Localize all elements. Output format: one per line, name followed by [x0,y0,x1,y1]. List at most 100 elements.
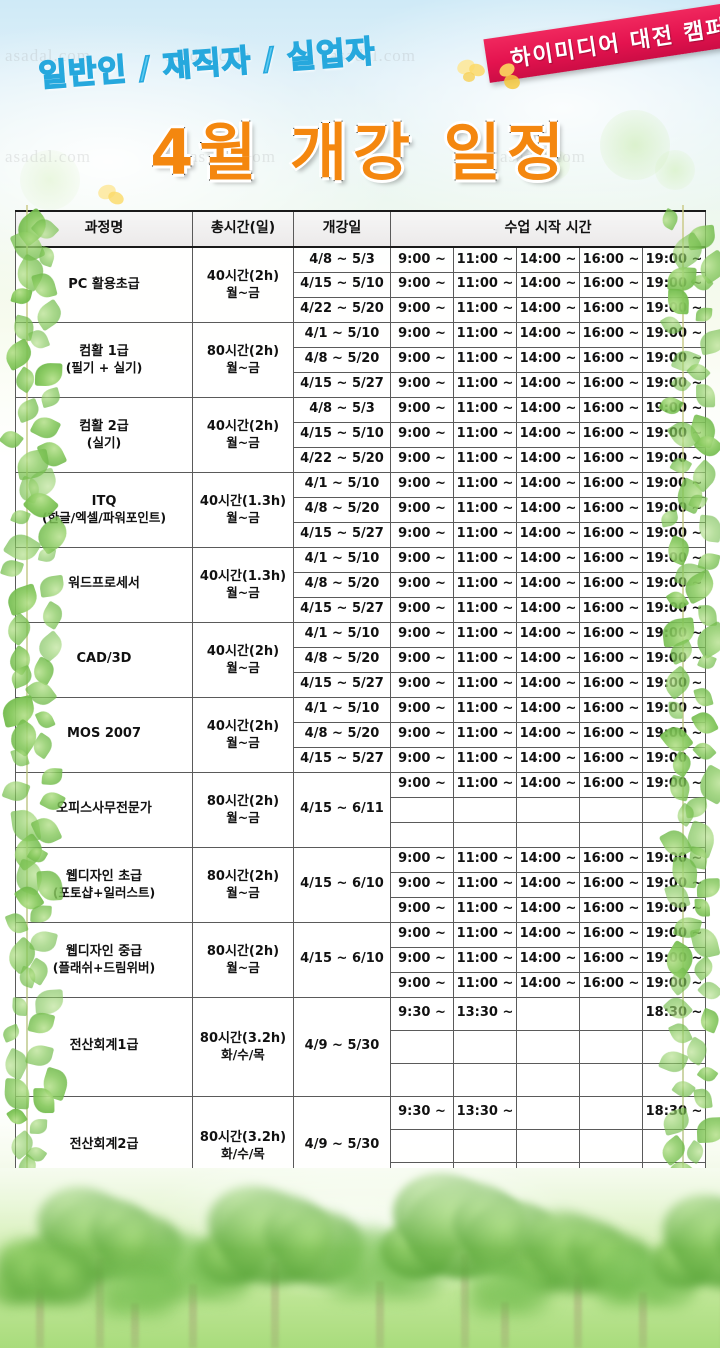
class-time-cell: 14:00 ~ [516,746,580,773]
class-time-cell: 9:00 ~ [390,921,454,948]
class-time-cell: 13:30 ~ [453,996,517,1031]
course-name-subtitle: (필기 + 실기) [65,359,143,375]
class-time-cell: 16:00 ~ [579,721,643,748]
table-row: MOS 2007 40시간(2h) 월~금 4/1 ~ 5/10 9:00 ~11:00… [15,696,707,773]
table-row: 오피스사무전문가 80시간(2h) 월~금 4/15 ~ 6/11 9:00 ~11:0… [15,771,707,848]
class-time-cell: 11:00 ~ [453,296,517,323]
class-time-cell-empty [641,796,707,823]
class-time-cell: 19:00 ~ [641,371,707,398]
table-row: 컴활 2급 (실기) 40시간(2h) 월~금 4/8 ~ 5/3 9:00 ~11:00… [15,396,707,473]
total-hours-cell: 40시간(1.3h) 월~금 [192,546,294,623]
class-time-cell: 11:00 ~ [453,421,517,448]
class-time-cell: 14:00 ~ [516,646,580,673]
course-name-cell: PC 활용초급 [15,246,193,323]
total-hours-cell: 80시간(2h) 월~금 [192,921,294,998]
class-time-cell-empty [516,1128,580,1163]
total-hours-cell: 40시간(1.3h) 월~금 [192,471,294,548]
start-date-cell: 4/1 ~ 5/10 [293,321,391,348]
class-time-cell: 19:00 ~ [641,671,707,698]
start-date-cell: 4/15 ~ 5/10 [293,271,391,298]
class-time-cell: 13:30 ~ [453,1095,517,1130]
class-time-cell-empty [579,796,643,823]
start-date-cell: 4/8 ~ 5/20 [293,346,391,373]
course-name-cell: CAD/3D [15,621,193,698]
class-time-cell: 9:00 ~ [390,746,454,773]
total-hours-cell: 40시간(2h) 월~금 [192,621,294,698]
class-time-cell: 14:00 ~ [516,321,580,348]
class-time-cell: 14:00 ~ [516,871,580,898]
class-time-cell: 14:00 ~ [516,521,580,548]
class-days: 화/수/목 [221,1145,265,1161]
class-time-cell-empty [453,821,517,848]
course-name-cell: 컴활 2급 (실기) [15,396,193,473]
class-time-cell: 14:00 ~ [516,271,580,298]
class-time-cell: 11:00 ~ [453,521,517,548]
forest-background [0,1168,720,1348]
class-time-cell: 19:00 ~ [641,596,707,623]
class-time-cell: 9:00 ~ [390,296,454,323]
course-name-cell: 워드프로세서 [15,546,193,623]
class-time-cell: 11:00 ~ [453,321,517,348]
start-date-cell: 4/8 ~ 5/20 [293,721,391,748]
class-time-cell: 14:00 ~ [516,446,580,473]
class-time-cell-empty [453,1062,517,1097]
tree [652,1168,720,1348]
start-date-cell: 4/15 ~ 6/11 [293,771,391,848]
class-time-cell: 9:00 ~ [390,671,454,698]
class-time-cell: 9:00 ~ [390,721,454,748]
class-time-cell: 9:30 ~ [390,1095,454,1130]
class-time-cell-empty [516,1095,580,1130]
class-time-cell: 19:00 ~ [641,746,707,773]
class-time-cell-empty [390,821,454,848]
class-time-cell: 19:00 ~ [641,546,707,573]
class-time-cell: 19:00 ~ [641,846,707,873]
class-days: 월~금 [226,359,260,375]
class-time-cell: 11:00 ~ [453,646,517,673]
class-time-cell: 18:30 ~ [641,1095,707,1130]
class-time-cell: 9:00 ~ [390,471,454,498]
class-time-cell: 19:00 ~ [641,471,707,498]
class-time-cell: 19:00 ~ [641,521,707,548]
class-time-cell: 16:00 ~ [579,771,643,798]
class-time-cell: 11:00 ~ [453,921,517,948]
table-row: 웹디자인 중급 (플래쉬+드림위버) 80시간(2h) 월~금 4/15 ~ 6/10 9… [15,921,707,998]
class-time-cell: 11:00 ~ [453,621,517,648]
class-time-cell: 16:00 ~ [579,296,643,323]
class-time-cell: 14:00 ~ [516,346,580,373]
class-time-cell: 16:00 ~ [579,921,643,948]
class-time-cell-empty [516,1029,580,1064]
class-time-cell: 19:00 ~ [641,271,707,298]
table-row: 4/15 ~ 5/10 9:00 ~11:00 ~14:00 ~16:00 ~19… [16,421,707,448]
class-time-cell: 9:00 ~ [390,896,454,923]
class-time-cell: 11:00 ~ [453,346,517,373]
class-time-cell-empty [579,996,643,1031]
class-time-cell: 14:00 ~ [516,971,580,998]
class-time-cell: 11:00 ~ [453,871,517,898]
class-days: 월~금 [226,734,260,750]
course-name-cell: 오피스사무전문가 [15,771,193,848]
class-time-cell-empty [579,821,643,848]
class-time-cell: 19:00 ~ [641,771,707,798]
class-days: 월~금 [226,884,260,900]
table-row: 전산회계2급 80시간(3.2h) 화/수/목 4/9 ~ 5/30 9:30 ~13:… [15,1095,707,1196]
start-date-cell: 4/8 ~ 5/3 [293,396,391,423]
class-time-cell: 9:00 ~ [390,371,454,398]
class-time-cell: 9:00 ~ [390,971,454,998]
class-time-cell: 16:00 ~ [579,646,643,673]
start-date-cell: 4/1 ~ 5/10 [293,696,391,723]
class-time-cell: 16:00 ~ [579,671,643,698]
class-time-cell: 11:00 ~ [453,396,517,423]
class-time-cell: 19:00 ~ [641,871,707,898]
table-header-row: 과정명 총시간(일) 개강일 수업 시작 시간 [15,210,707,248]
class-time-cell: 9:00 ~ [390,571,454,598]
class-time-cell: 11:00 ~ [453,721,517,748]
class-time-cell: 9:00 ~ [390,871,454,898]
class-time-cell: 11:00 ~ [453,496,517,523]
campus-ribbon: 하이미디어 대전 캠퍼스 [483,0,720,83]
class-time-cell-empty [516,821,580,848]
class-days: 화/수/목 [221,1046,265,1062]
course-name-subtitle: (실기) [86,434,122,450]
class-time-cell: 14:00 ~ [516,896,580,923]
course-name-cell: ITQ (한글/엑셀/파워포인트) [15,471,193,548]
